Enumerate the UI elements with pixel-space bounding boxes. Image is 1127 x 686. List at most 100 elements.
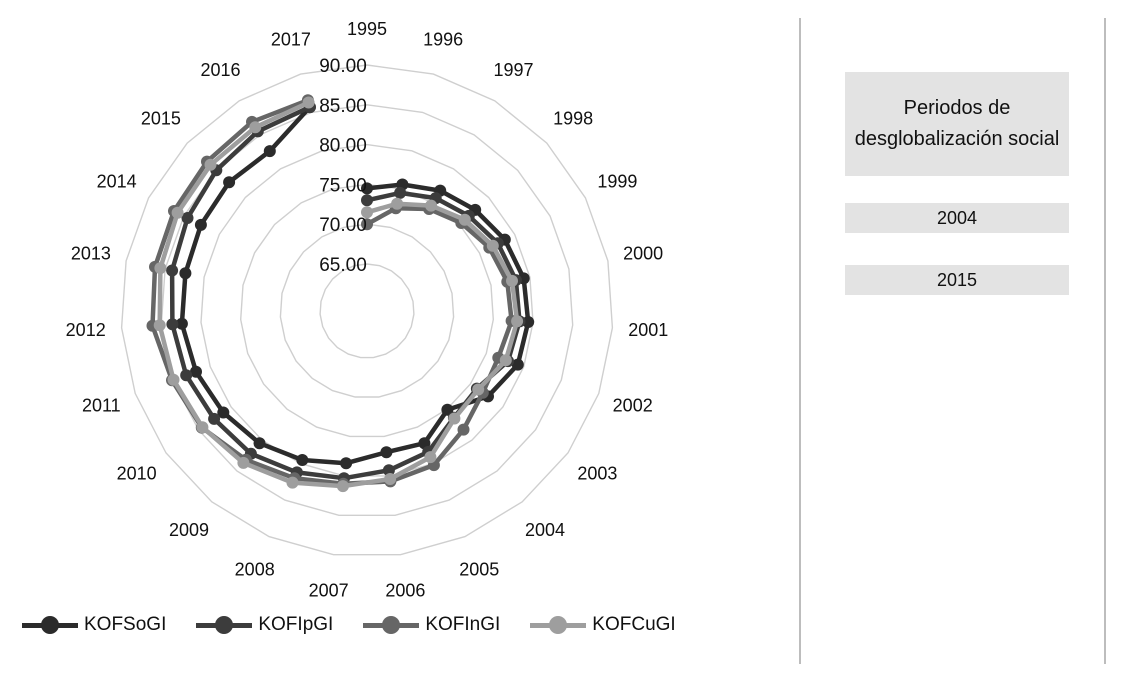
series-point (153, 319, 166, 332)
side-panel-item-2004: 2004 (845, 203, 1069, 233)
legend-label: KOFSoGI (84, 614, 167, 635)
series-point (217, 406, 230, 419)
series-point (204, 158, 217, 171)
series-point (384, 473, 397, 485)
category-label: 1996 (423, 30, 463, 50)
category-label: 1995 (347, 19, 387, 39)
side-panel-title: Periodos de desglobalización social (845, 72, 1069, 176)
radial-tick-label: 75.00 (319, 175, 367, 196)
category-label: 2007 (309, 580, 349, 600)
category-label: 2000 (623, 244, 663, 264)
radar-chart: 1995 1996 1997 1998 1999 2000 2001 2002 2003 2004… (66, 19, 669, 600)
series-point (336, 480, 349, 493)
radial-tick-label: 85.00 (319, 96, 367, 117)
legend-swatch (363, 615, 420, 635)
legend-swatch (22, 615, 78, 635)
grid-ring (120, 64, 614, 556)
category-label: 2011 (82, 395, 121, 415)
series-point (167, 373, 180, 386)
series-point (394, 186, 407, 199)
series-point (424, 451, 437, 464)
grid-ring (279, 223, 455, 398)
series-point (472, 383, 485, 396)
series-point (179, 267, 192, 280)
series-point (380, 446, 393, 459)
series-point (361, 182, 373, 195)
category-label: 2001 (628, 320, 668, 340)
category-label: 2003 (577, 464, 617, 484)
legend-item-KOFSoGI: KOFSoGI (22, 614, 166, 636)
series-point (296, 454, 309, 466)
series-point (441, 403, 454, 416)
series-point (361, 194, 373, 207)
series-point (263, 145, 276, 158)
legend-swatch (530, 615, 587, 635)
series-point (237, 456, 250, 469)
series-point (194, 218, 207, 231)
radar-grid (120, 64, 614, 556)
category-label: 2015 (141, 109, 181, 129)
category-label: 2009 (169, 520, 209, 540)
legend-item-KOFInGI: KOFInGI (363, 614, 500, 636)
divider-left (799, 18, 801, 664)
chart-legend: KOFSoGI KOFIpGI KOFInGI KOFCuGI (22, 614, 706, 636)
legend-item-KOFIpGI: KOFIpGI (196, 614, 333, 636)
series-point (511, 358, 524, 371)
series-point (154, 262, 167, 275)
category-labels: 1995 1996 1997 1998 1999 2000 2001 2002 2003 2004… (66, 19, 669, 600)
category-label: 2005 (459, 560, 499, 580)
category-label: 1997 (493, 60, 533, 80)
series-point (175, 317, 188, 330)
category-label: 2017 (271, 30, 311, 50)
category-label: 2014 (97, 171, 137, 191)
series-point (486, 239, 499, 252)
series-point (425, 199, 438, 212)
series-point (286, 476, 299, 489)
side-panel-item-2015: 2015 (845, 265, 1069, 295)
legend-label: KOFCuGI (592, 614, 676, 635)
series-point (208, 412, 221, 425)
series-point (166, 318, 179, 331)
series-point (506, 274, 518, 287)
legend-swatch (196, 615, 253, 635)
series-point (499, 354, 512, 367)
series-point (511, 315, 524, 328)
series-point (340, 457, 353, 470)
series-point (223, 176, 236, 189)
series-point (249, 121, 262, 134)
radial-tick-label: 80.00 (319, 136, 367, 157)
series-point (181, 212, 194, 224)
series-point (171, 206, 184, 219)
category-label: 2008 (235, 560, 275, 580)
radial-tick-labels: 65.00 70.00 75.00 80.00 85.00 90.00 (319, 56, 367, 276)
category-label: 2013 (71, 244, 111, 264)
radial-tick-label: 65.00 (319, 255, 367, 276)
series-KOFSoGI (175, 101, 535, 470)
grid-ring (160, 104, 574, 516)
category-label: 2002 (613, 395, 653, 415)
legend-label: KOFIpGI (258, 614, 334, 635)
category-label: 1998 (553, 109, 593, 129)
radial-tick-label: 70.00 (319, 215, 367, 236)
series-point (458, 213, 471, 226)
grid-ring (319, 263, 415, 359)
category-label: 2004 (525, 520, 565, 540)
series-point (180, 369, 193, 382)
series-point (391, 197, 404, 210)
category-label: 2006 (385, 580, 425, 600)
radial-tick-label: 90.00 (319, 56, 367, 77)
series-point (253, 437, 266, 450)
series-point (457, 423, 470, 436)
category-label: 2010 (117, 464, 157, 484)
series-point (361, 218, 373, 231)
legend-item-KOFCuGI: KOFCuGI (530, 614, 676, 636)
series-point (166, 264, 179, 277)
series-point (522, 316, 535, 328)
series-point (361, 206, 373, 219)
series-point (302, 96, 315, 109)
category-label: 2012 (66, 320, 106, 340)
series-point (448, 412, 461, 425)
legend-label: KOFInGI (425, 614, 501, 635)
grid-ring (239, 183, 495, 438)
category-label: 1999 (597, 171, 637, 191)
